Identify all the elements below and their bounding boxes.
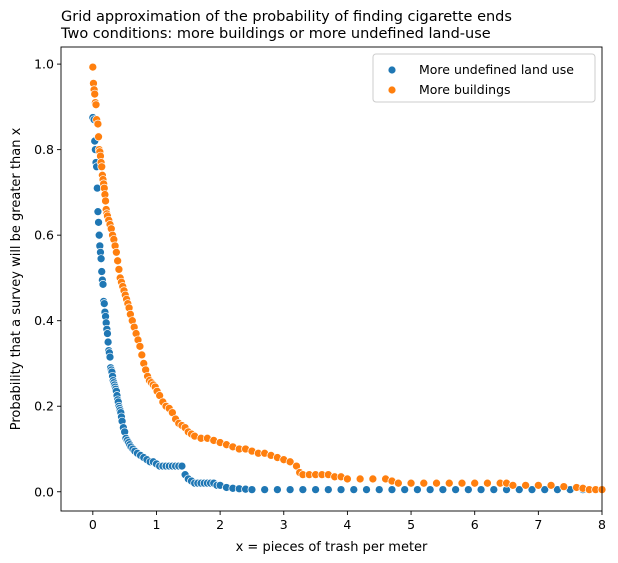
data-point	[177, 461, 187, 471]
data-point	[476, 485, 486, 494]
x-tick-label: 7	[534, 517, 542, 532]
series-0	[88, 113, 588, 494]
data-point	[103, 337, 113, 347]
data-point	[323, 485, 333, 494]
y-tick-label: 0.8	[34, 142, 54, 157]
x-tick-label: 8	[598, 517, 606, 532]
data-point	[98, 280, 108, 289]
x-tick-label: 4	[343, 517, 351, 532]
data-point	[114, 265, 124, 274]
data-point	[533, 480, 543, 490]
data-point	[90, 89, 100, 99]
x-tick-label: 0	[89, 517, 97, 532]
x-axis-label: x = pieces of trash per meter	[236, 540, 428, 555]
data-point	[374, 485, 384, 494]
y-tick-label: 0.6	[34, 228, 54, 243]
legend-marker-undefined	[387, 65, 397, 75]
data-point	[101, 196, 110, 206]
data-point	[112, 247, 121, 257]
data-point	[260, 485, 270, 494]
data-point	[349, 485, 359, 494]
data-point	[483, 478, 492, 488]
x-tick-label: 2	[216, 517, 224, 532]
data-point	[285, 485, 295, 494]
data-point	[470, 478, 480, 488]
data-point	[457, 478, 467, 488]
data-point	[559, 482, 569, 491]
data-point	[489, 485, 499, 494]
data-point	[93, 119, 103, 129]
data-point	[99, 299, 109, 308]
data-points	[88, 62, 607, 494]
data-point	[298, 485, 308, 494]
y-axis-label: Probability that a survey will be greate…	[9, 127, 24, 430]
x-axis-ticks: 0 1 2 3 4 5 6 7 8	[89, 511, 606, 532]
legend: More undefined land use More buildings	[372, 53, 596, 103]
data-point	[94, 217, 103, 227]
data-point	[451, 485, 460, 494]
data-point	[514, 485, 524, 494]
data-point	[432, 478, 441, 488]
data-point	[425, 485, 435, 494]
data-point	[94, 132, 103, 142]
y-tick-label: 0.0	[34, 484, 54, 499]
data-point	[521, 480, 530, 490]
data-point	[546, 480, 556, 490]
series-1	[88, 62, 607, 494]
plot-frame	[60, 46, 603, 512]
data-point	[311, 485, 320, 494]
x-tick-label: 3	[280, 517, 288, 532]
data-point	[419, 478, 429, 488]
data-point	[113, 256, 123, 266]
data-point	[88, 62, 98, 72]
data-point	[103, 329, 112, 338]
x-tick-label: 1	[152, 517, 160, 532]
data-point	[400, 485, 410, 494]
chart-subtitle: Two conditions: more buildings or more u…	[61, 26, 491, 42]
data-point	[97, 267, 107, 276]
data-point	[94, 230, 104, 240]
data-point	[368, 474, 378, 484]
data-point	[105, 352, 115, 362]
data-point	[336, 485, 346, 494]
data-point	[247, 485, 257, 494]
legend-marker-buildings	[387, 85, 397, 95]
data-point	[406, 478, 416, 488]
y-tick-label: 0.2	[34, 399, 54, 414]
data-point	[444, 478, 454, 488]
legend-label-undefined: More undefined land use	[419, 62, 574, 77]
data-point	[355, 474, 365, 484]
data-point	[343, 474, 352, 484]
data-point	[387, 485, 397, 494]
chart-title: Grid approximation of the probability of…	[61, 9, 512, 25]
data-point	[97, 162, 107, 172]
data-point	[413, 485, 422, 494]
data-point	[463, 485, 473, 494]
x-tick-label: 6	[471, 517, 479, 532]
data-point	[91, 100, 101, 110]
data-point	[393, 478, 403, 488]
y-axis-ticks: 0.0 0.2 0.4 0.6 0.8 1.0	[34, 57, 61, 499]
y-tick-label: 1.0	[34, 57, 54, 72]
data-point	[527, 485, 537, 494]
legend-label-buildings: More buildings	[419, 82, 511, 97]
data-point	[137, 350, 147, 360]
data-point	[96, 254, 106, 264]
y-tick-label: 0.4	[34, 313, 54, 328]
data-point	[93, 207, 103, 216]
data-point	[438, 485, 448, 494]
data-point	[135, 342, 145, 351]
data-point	[362, 485, 371, 494]
data-point	[285, 457, 295, 467]
data-point	[540, 485, 550, 494]
legend-box	[372, 53, 596, 103]
x-tick-label: 5	[407, 517, 415, 532]
data-point	[508, 480, 518, 490]
data-point	[273, 485, 282, 494]
